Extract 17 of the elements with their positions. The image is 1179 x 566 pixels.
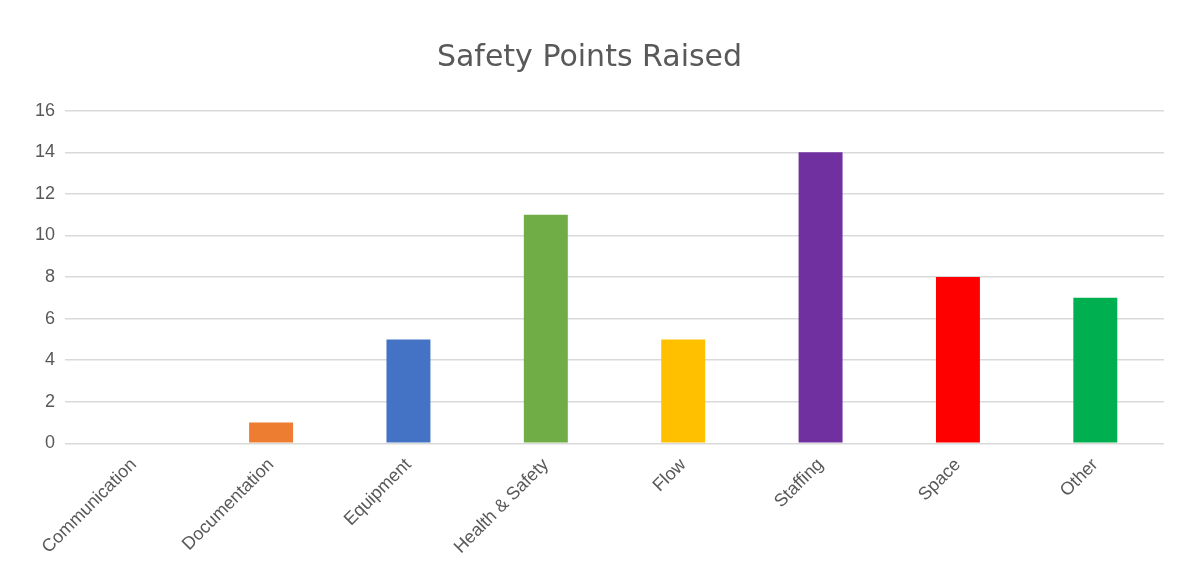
bar <box>1073 297 1118 443</box>
bar <box>249 422 294 443</box>
bar <box>386 339 431 443</box>
y-tick-label: 16 <box>34 99 56 120</box>
bar <box>798 152 843 443</box>
y-tick-label: 12 <box>34 182 56 203</box>
y-tick-label: 14 <box>34 141 56 162</box>
y-tick-label: 0 <box>45 432 56 453</box>
y-tick-label: 2 <box>45 390 56 411</box>
chart-title: Safety Points Raised <box>435 38 744 73</box>
y-tick-label: 6 <box>45 307 56 328</box>
bar <box>523 214 568 443</box>
bar <box>935 277 980 443</box>
y-tick-label: 4 <box>45 349 56 370</box>
bar <box>661 339 706 443</box>
y-tick-label: 10 <box>34 224 56 245</box>
y-tick-label: 8 <box>45 266 56 287</box>
